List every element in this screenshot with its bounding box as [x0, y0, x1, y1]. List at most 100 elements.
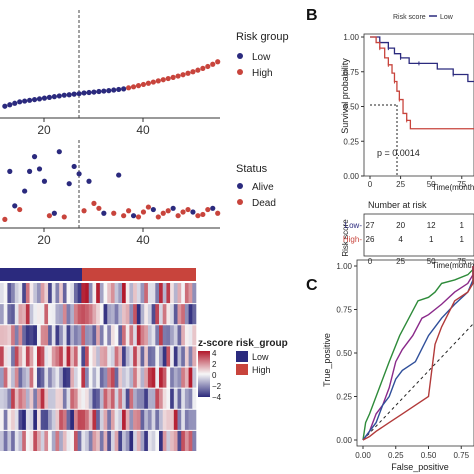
status-panel: 20 40 Status Alive Dead [0, 140, 276, 247]
heatmap-cell [177, 388, 182, 409]
heatmap-cell [25, 367, 30, 388]
risk-legend-high-dot [237, 69, 243, 75]
status-tick-label-20: 20 [37, 233, 51, 247]
heatmap-cell [188, 409, 193, 430]
heatmap-cell [77, 346, 82, 367]
heatmap-cell [181, 283, 186, 304]
zscore-tick-4: 4 [212, 349, 217, 358]
heatmap-cell [159, 283, 164, 304]
risk-tick-label-20: 20 [37, 123, 51, 137]
status-point-alive [86, 178, 92, 184]
heatmap-cell [73, 346, 78, 367]
heatmap-cell [85, 388, 90, 409]
heatmap-cell [51, 388, 56, 409]
heatmap-cell [29, 388, 34, 409]
heatmap-cell [107, 367, 112, 388]
risk-point-low [121, 86, 127, 92]
heatmap-cell [122, 283, 127, 304]
heatmap-cell [3, 388, 8, 409]
km-ylabel: Survival probability [340, 58, 350, 134]
heatmap-cell [133, 367, 138, 388]
heatmap-cell [129, 346, 134, 367]
heatmap-cell [85, 367, 90, 388]
status-point-alive [150, 206, 156, 213]
heatmap-cell [103, 304, 108, 325]
heatmap-cell [159, 367, 164, 388]
status-point-dead [215, 210, 221, 216]
heatmap-cell [96, 346, 101, 367]
heatmap-cell [122, 304, 127, 325]
heatmap-cell [147, 409, 152, 430]
heatmap-cell [59, 346, 64, 367]
heatmap-cell [192, 430, 197, 451]
heatmap-cell [77, 409, 82, 430]
status-point-alive [36, 166, 43, 172]
heatmap-cell [107, 346, 112, 367]
status-point-alive [101, 210, 107, 216]
heatmap-cell [114, 325, 119, 346]
heatmap-cell [70, 409, 75, 430]
heatmap-cell [166, 325, 171, 346]
heatmap-cell [166, 346, 171, 367]
heatmap-cell [70, 367, 75, 388]
heatmap-cell [129, 409, 134, 430]
heatmap-cell [18, 430, 23, 451]
heatmap-cell [125, 367, 130, 388]
heatmap-cell [55, 325, 60, 346]
risk-group-legend-high-swatch [236, 364, 248, 375]
heatmap-cell [110, 283, 115, 304]
heatmap-cell [66, 325, 71, 346]
heatmap-cell [85, 430, 90, 451]
heatmap-cell [29, 346, 34, 367]
km-x-tick-label: 0 [368, 180, 373, 189]
heatmap-cell [188, 283, 193, 304]
risk-point-high [140, 81, 147, 88]
heatmap-cell [136, 430, 141, 451]
heatmap-cell [173, 367, 178, 388]
heatmap-cell [3, 283, 8, 304]
heatmap-cell [177, 346, 182, 367]
heatmap-cell [184, 388, 189, 409]
heatmap-cell [81, 283, 86, 304]
heatmap-cell [70, 283, 75, 304]
zscore-legend-title: z-score [198, 338, 233, 349]
heatmap-cell [14, 367, 19, 388]
heatmap-cell [29, 367, 34, 388]
heatmap-cell [114, 430, 119, 451]
heatmap-cell [33, 304, 38, 325]
heatmap-cell [118, 346, 123, 367]
heatmap-cell [114, 367, 119, 388]
heatmap-cell [177, 409, 182, 430]
heatmap-cell [170, 409, 175, 430]
heatmap-cell [177, 304, 182, 325]
roc-y-tick-label: 1.00 [336, 262, 352, 271]
status-point-alive [210, 205, 216, 211]
heatmap-cell [125, 409, 130, 430]
status-point-dead [121, 213, 127, 219]
heatmap-cell [170, 346, 175, 367]
heatmap-cell [110, 325, 115, 346]
heatmap-cell [96, 388, 101, 409]
heatmap-cell [36, 283, 41, 304]
heatmap-cell [59, 304, 64, 325]
heatmap-cell [151, 409, 156, 430]
heatmap-cell [0, 346, 4, 367]
heatmap-cell [181, 409, 186, 430]
heatmap-cell [103, 430, 108, 451]
heatmap-cell [177, 283, 182, 304]
heatmap-cell [181, 367, 186, 388]
heatmap-group-bar-high [82, 268, 196, 281]
heatmap-cell [14, 304, 19, 325]
heatmap-cell [99, 388, 104, 409]
heatmap-cell [133, 388, 138, 409]
heatmap-cell [70, 346, 75, 367]
panel-label-b: B [306, 7, 318, 24]
heatmap-cell [188, 367, 193, 388]
heatmap-cell [170, 388, 175, 409]
status-legend-alive: Alive [252, 182, 274, 193]
heatmap-cell [85, 283, 90, 304]
heatmap-cell [136, 304, 141, 325]
status-point-dead [145, 204, 151, 210]
heatmap-cell [51, 409, 56, 430]
heatmap-cell [122, 409, 127, 430]
